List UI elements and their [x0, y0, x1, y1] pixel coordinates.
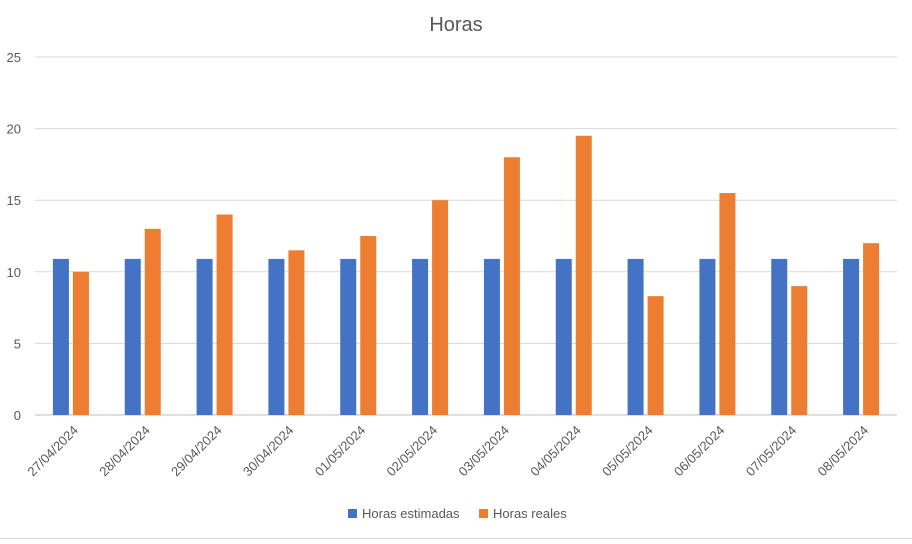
y-tick-label: 5 — [14, 336, 21, 351]
bar-horas-reales — [432, 200, 449, 415]
x-tick-label: 01/05/2024 — [312, 423, 369, 480]
bar-horas-reales — [72, 271, 89, 415]
bar-horas-reales — [791, 286, 808, 415]
bar-horas-estimadas — [124, 258, 141, 415]
bar-horas-reales — [216, 214, 233, 415]
x-tick-label: 30/04/2024 — [240, 423, 297, 480]
bar-horas-estimadas — [699, 258, 716, 415]
bar-horas-reales — [288, 250, 305, 415]
x-tick-label: 28/04/2024 — [96, 423, 153, 480]
legend: Horas estimadas Horas reales — [348, 506, 567, 521]
legend-swatch — [479, 509, 488, 518]
bar-horas-estimadas — [52, 258, 69, 415]
bar-horas-reales — [144, 228, 161, 415]
y-tick-label: 10 — [7, 265, 21, 280]
x-tick-label: 06/05/2024 — [671, 423, 728, 480]
bar-horas-estimadas — [412, 258, 429, 415]
bar-horas-reales — [360, 236, 377, 415]
bar-horas-estimadas — [555, 258, 572, 415]
bars — [52, 135, 880, 416]
legend-label: Horas reales — [493, 506, 567, 521]
x-tick-label: 08/05/2024 — [815, 423, 872, 480]
x-axis-tick-labels: 27/04/2024 28/04/2024 29/04/2024 30/04/2024… — [24, 423, 871, 480]
x-tick-label: 27/04/2024 — [24, 423, 81, 480]
bar-horas-reales — [863, 243, 880, 415]
x-tick-label: 04/05/2024 — [527, 423, 584, 480]
y-axis-tick-labels: 0 5 10 15 20 25 — [7, 50, 21, 423]
bar-horas-reales — [503, 157, 520, 416]
x-tick-label: 03/05/2024 — [455, 423, 512, 480]
y-tick-label: 25 — [7, 50, 21, 65]
x-tick-label: 29/04/2024 — [168, 423, 225, 480]
bar-horas-estimadas — [340, 258, 357, 415]
gridlines — [35, 56, 897, 416]
y-tick-label: 20 — [7, 122, 21, 137]
bar-horas-reales — [719, 193, 736, 415]
bar-horas-estimadas — [627, 258, 644, 415]
legend-label: Horas estimadas — [362, 506, 460, 521]
y-tick-label: 15 — [7, 193, 21, 208]
y-tick-label: 0 — [14, 408, 21, 423]
bar-horas-estimadas — [843, 258, 860, 415]
chart-title: Horas — [429, 14, 482, 36]
bar-horas-estimadas — [268, 258, 285, 415]
x-tick-label: 07/05/2024 — [743, 423, 800, 480]
bar-horas-reales — [647, 296, 664, 415]
bar-horas-estimadas — [483, 258, 500, 415]
x-tick-label: 05/05/2024 — [599, 423, 656, 480]
bar-horas-estimadas — [771, 258, 788, 415]
x-tick-label: 02/05/2024 — [384, 423, 441, 480]
bar-horas-reales — [575, 135, 592, 415]
legend-swatch — [348, 509, 357, 518]
bar-horas-estimadas — [196, 258, 213, 415]
